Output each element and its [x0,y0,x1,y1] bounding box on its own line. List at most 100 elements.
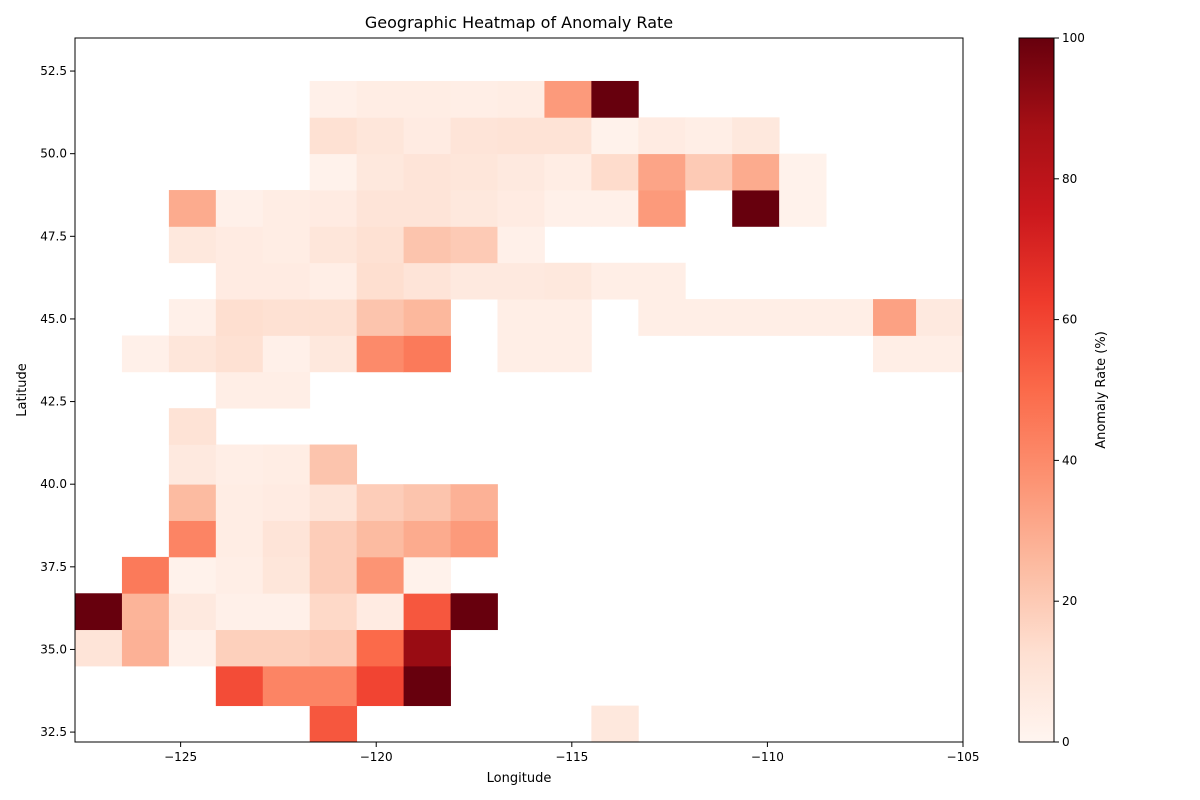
heatmap-cells [75,80,963,742]
heatmap-cell [403,262,451,300]
heatmap-cell [356,665,404,707]
heatmap-cell [544,190,592,227]
heatmap-cell [403,629,451,667]
heatmap-cell [403,520,451,558]
heatmap-cell [497,226,545,264]
y-axis-label: Latitude [15,363,30,417]
heatmap-cell [309,484,358,521]
heatmap-cell [779,299,827,336]
heatmap-cell [75,629,123,667]
colorbar-label: Anomaly Rate (%) [1094,331,1109,449]
heatmap-cell [168,556,217,594]
heatmap-cell [121,335,170,373]
heatmap-cell [309,226,358,264]
heatmap-cell [309,117,358,155]
colorbar-tick-label: 60 [1062,313,1077,327]
heatmap-cell [262,226,311,264]
heatmap-cell [403,226,451,264]
heatmap-cell [450,153,498,191]
heatmap-cell [403,299,451,336]
heatmap-cell [497,80,545,118]
heatmap-cell [262,262,311,300]
heatmap-cell [215,593,264,631]
y-tick-label: 40.0 [40,477,67,491]
heatmap-cell [873,335,917,373]
heatmap-cell [591,190,639,227]
heatmap-cell [591,705,639,742]
heatmap-cell [591,153,639,191]
y-tick-label: 37.5 [40,560,67,574]
colorbar-tick-label: 40 [1062,453,1077,467]
heatmap-cell [262,593,311,631]
y-tick-label: 50.0 [40,147,67,161]
heatmap-cell [215,335,264,373]
y-tick-label: 47.5 [40,229,67,243]
chart-title: Geographic Heatmap of Anomaly Rate [365,13,673,32]
colorbar-tick-label: 80 [1062,172,1077,186]
heatmap-cell [215,520,264,558]
heatmap-cell [356,556,404,594]
heatmap-cell [215,262,264,300]
heatmap-cell [215,299,264,336]
heatmap-cell [215,190,264,227]
heatmap-cell [215,484,264,521]
heatmap-cell [356,335,404,373]
heatmap-cell [544,262,592,300]
heatmap-cell [262,629,311,667]
y-tick-label: 45.0 [40,312,67,326]
heatmap-cell [450,190,498,227]
heatmap-cell [685,299,733,336]
colorbar-tick-label: 20 [1062,594,1077,608]
heatmap-cell [732,117,780,155]
heatmap-cell [450,80,498,118]
heatmap-cell [591,262,639,300]
heatmap-cell [356,520,404,558]
heatmap-cell [215,444,264,485]
heatmap-cell [309,262,358,300]
heatmap-cell [356,593,404,631]
heatmap-cell [262,335,311,373]
heatmap-cell [309,335,358,373]
colorbar-tick-label: 100 [1062,31,1085,45]
heatmap-cell [591,117,639,155]
heatmap-cell [403,593,451,631]
heatmap-cell [262,371,311,409]
heatmap-cell [544,80,592,118]
heatmap-cell [121,556,170,594]
heatmap-cell [309,80,358,118]
heatmap-cell [262,299,311,336]
x-tick-label: −115 [555,750,588,764]
y-tick-label: 32.5 [40,725,67,739]
heatmap-cell [638,190,686,227]
x-tick-label: −110 [751,750,784,764]
plot-frame [74,37,964,743]
heatmap-cell [497,153,545,191]
heatmap-cell [309,629,358,667]
heatmap-cell [168,190,217,227]
heatmap-cell [168,299,217,336]
heatmap-cell [215,556,264,594]
heatmap-cell [168,484,217,521]
heatmap-cell [638,117,686,155]
heatmap-cell [168,520,217,558]
heatmap-cell [916,335,963,373]
colorbar-ticks: 0 20 40 60 80 100 [1054,31,1085,749]
heatmap-cell [262,190,311,227]
heatmap-cell [309,705,358,742]
heatmap-cell [356,80,404,118]
heatmap-cell [356,117,404,155]
x-tick-label: −120 [360,750,393,764]
heatmap-cell [309,556,358,594]
heatmap-cell [544,299,592,336]
heatmap-cell [168,408,217,445]
heatmap-cell [779,190,827,227]
heatmap-cell [403,153,451,191]
colorbar-tick-label: 0 [1062,735,1070,749]
heatmap-cell [544,335,592,373]
heatmap-cell [262,665,311,707]
heatmap-cell [356,629,404,667]
heatmap-cell [450,262,498,300]
heatmap-cell [497,190,545,227]
heatmap-cell [262,520,311,558]
